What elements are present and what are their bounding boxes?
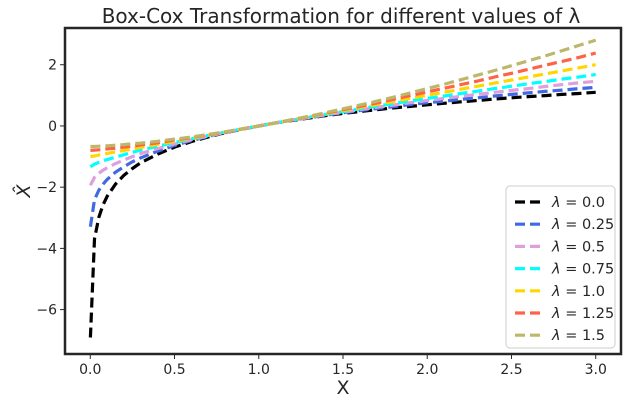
y-tick-label: 0 [48, 119, 57, 135]
y-tick-label: −4 [36, 241, 57, 257]
legend-label-5: λ = 1.25 [551, 306, 614, 322]
legend-lambda-symbol: λ [551, 195, 561, 211]
legend-value: = 0.0 [561, 195, 605, 211]
y-axis-title: X̂ [13, 184, 35, 199]
x-tick-label: 1.5 [332, 362, 354, 378]
legend-value: = 1.0 [561, 284, 605, 300]
legend-lambda-symbol: λ [551, 239, 561, 255]
legend-value: = 1.5 [561, 328, 605, 344]
legend-label-3: λ = 0.75 [551, 262, 614, 278]
legend-label-6: λ = 1.5 [551, 328, 605, 344]
legend-value: = 1.25 [561, 306, 615, 322]
series-line-5 [90, 51, 597, 152]
legend-label-0: λ = 0.0 [551, 195, 605, 211]
legend-lambda-symbol: λ [551, 328, 561, 344]
series-line-6 [90, 38, 597, 149]
plot-area [88, 38, 597, 338]
legend-lambda-symbol: λ [551, 284, 561, 300]
legend-label-1: λ = 0.25 [551, 217, 614, 233]
series-line-0 [88, 90, 596, 338]
x-tick-label: 2.0 [416, 362, 438, 378]
y-axis: −6 −4 −2 0 2 [36, 58, 65, 319]
series-line-3 [89, 72, 596, 169]
x-tick-label: 1.0 [248, 362, 270, 378]
legend-box [505, 185, 616, 349]
x-tick-label: 0.0 [79, 362, 101, 378]
legend-label-2: λ = 0.5 [551, 239, 605, 255]
legend-lambda-symbol: λ [551, 217, 561, 233]
legend-lambda-symbol: λ [551, 306, 561, 322]
legend: λ = 0.0λ = 0.25λ = 0.5λ = 0.75λ = 1.0λ =… [505, 185, 616, 349]
legend-value: = 0.25 [561, 217, 615, 233]
x-axis: 0.0 0.5 1.0 1.5 2.0 2.5 3.0 [79, 354, 607, 378]
x-tick-label: 2.5 [500, 362, 522, 378]
legend-items: λ = 0.0λ = 0.25λ = 0.5λ = 0.75λ = 1.0λ =… [515, 195, 614, 344]
x-tick-label: 0.5 [163, 362, 185, 378]
legend-lambda-symbol: λ [551, 262, 561, 278]
legend-value: = 0.75 [561, 262, 615, 278]
y-tick-label: −6 [36, 303, 57, 319]
legend-value: = 0.5 [561, 239, 605, 255]
y-tick-label: −2 [36, 180, 57, 196]
legend-label-4: λ = 1.0 [551, 284, 605, 300]
x-axis-title: X [336, 377, 349, 399]
y-tick-label: 2 [48, 58, 57, 74]
chart-title: Box-Cox Transformation for different val… [102, 4, 581, 28]
x-tick-label: 3.0 [585, 362, 607, 378]
